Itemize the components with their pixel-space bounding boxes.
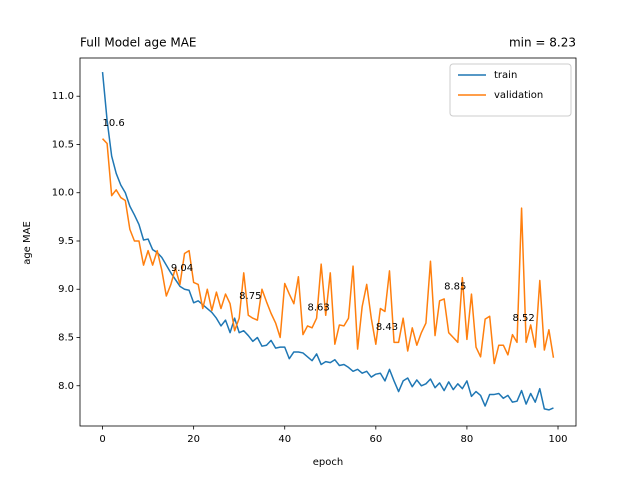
annotation: 9.04 — [171, 263, 193, 274]
y-tick-label: 8.0 — [58, 381, 74, 392]
annotation: 8.85 — [444, 281, 466, 292]
chart-title: Full Model age MAE — [80, 36, 197, 50]
x-tick-label: 40 — [278, 434, 291, 445]
line-series — [101, 138, 555, 365]
legend-label: train — [494, 70, 517, 81]
annotation: 8.43 — [376, 322, 398, 333]
x-tick-label: 20 — [187, 434, 200, 445]
legend-label: validation — [494, 90, 543, 101]
plot-frame — [79, 57, 577, 427]
y-tick-label: 10.0 — [52, 188, 74, 199]
line-series — [101, 72, 554, 411]
y-tick-label: 8.5 — [58, 332, 74, 343]
y-tick-label: 9.0 — [58, 284, 74, 295]
y-axis-label: age MAE — [22, 221, 33, 265]
chart-subtitle: min = 8.23 — [509, 36, 576, 50]
x-tick-label: 0 — [99, 434, 105, 445]
annotation: 8.75 — [239, 291, 261, 302]
y-tick-label: 11.0 — [52, 91, 74, 102]
y-tick-label: 10.5 — [52, 139, 74, 150]
y-tick-label: 9.5 — [58, 236, 74, 247]
legend-box — [449, 63, 572, 117]
annotation: 10.6 — [103, 118, 125, 129]
annotation: 8.52 — [512, 313, 534, 324]
annotation: 8.63 — [308, 303, 330, 314]
x-tick-label: 60 — [369, 434, 382, 445]
x-tick-label: 80 — [461, 434, 474, 445]
x-tick-label: 100 — [548, 434, 567, 445]
x-axis-label: epoch — [313, 457, 343, 468]
